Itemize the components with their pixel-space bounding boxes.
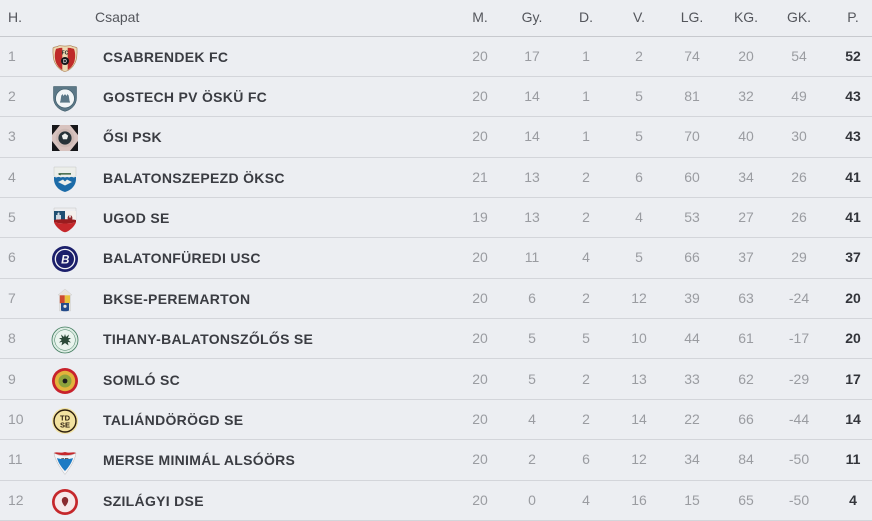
svg-text:B: B (61, 255, 69, 267)
svg-text:D: D (63, 59, 67, 65)
svg-text:SE: SE (60, 420, 70, 429)
svg-text:FC: FC (62, 50, 69, 56)
